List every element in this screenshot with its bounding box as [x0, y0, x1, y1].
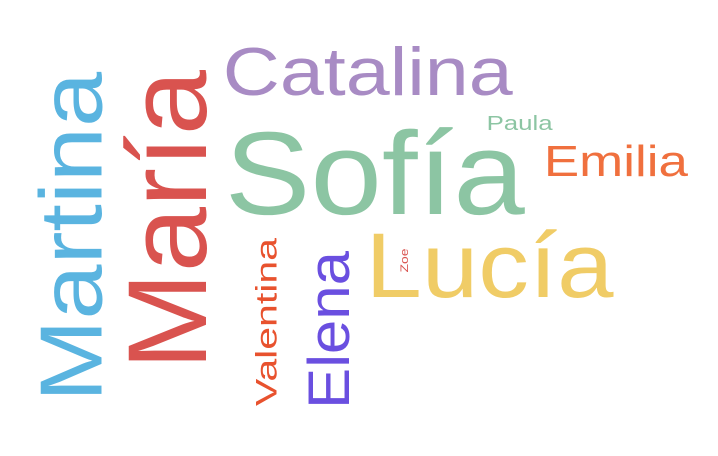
word-catalina: Catalina [223, 34, 513, 110]
word-maria: María [104, 69, 230, 371]
word-valentina: Valentina [250, 238, 283, 406]
word-sofia: Sofía [224, 108, 526, 240]
word-lucia: Lucía [365, 215, 615, 317]
word-emilia: Emilia [543, 137, 688, 186]
word-martina: Martina [22, 71, 121, 403]
word-zoe: Zoe [398, 248, 411, 272]
word-elena: Elena [297, 251, 362, 409]
word-paula: Paula [487, 113, 553, 135]
